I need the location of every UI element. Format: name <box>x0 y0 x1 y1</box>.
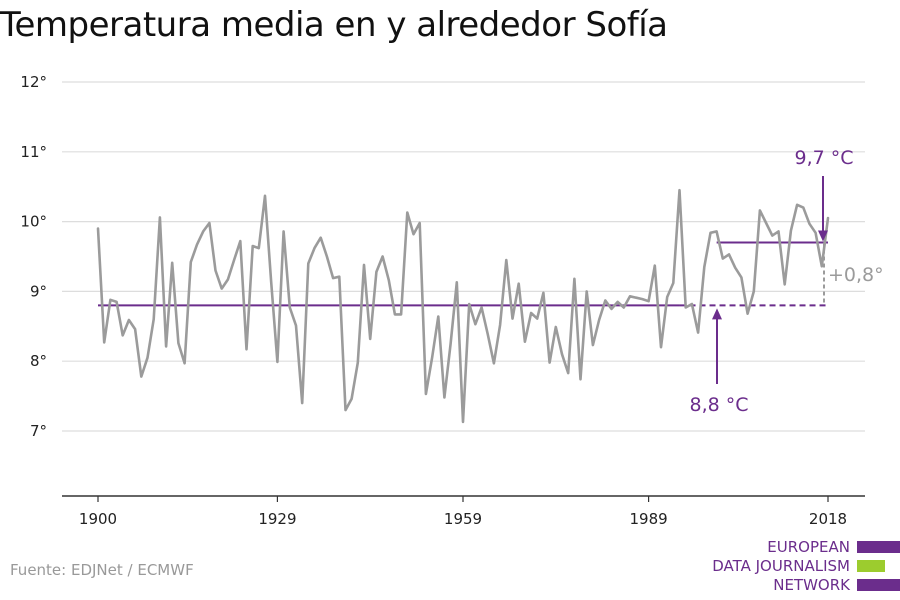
chart-title: Temperatura media en y alrededor Sofía <box>0 5 668 45</box>
edjnet-logo: EUROPEAN DATA JOURNALISM NETWORK <box>700 536 900 596</box>
logo-bar-purple-top <box>857 541 900 553</box>
x-tick-label: 1900 <box>79 510 117 528</box>
x-tick-label: 1929 <box>258 510 296 528</box>
y-tick-label: 7° <box>30 422 47 440</box>
logo-bar-purple-bottom <box>857 579 900 591</box>
y-tick-label: 10° <box>20 213 47 231</box>
logo-line-3: NETWORK <box>773 576 850 594</box>
recent-mean-arrowhead <box>818 230 828 242</box>
baseline-arrowhead <box>712 308 722 320</box>
source-note: Fuente: EDJNet / ECMWF <box>10 561 194 579</box>
y-tick-label: 11° <box>20 143 47 161</box>
logo-line-1: EUROPEAN <box>767 538 850 556</box>
x-tick-label: 1989 <box>629 510 667 528</box>
logo-bar-green <box>857 560 885 572</box>
difference-label: +0,8° <box>828 264 884 286</box>
y-tick-label: 8° <box>30 352 47 370</box>
x-tick-label: 2018 <box>809 510 847 528</box>
recent-mean-label: 9,7 °C <box>794 147 853 169</box>
y-tick-label: 12° <box>20 73 47 91</box>
y-tick-label: 9° <box>30 282 47 300</box>
logo-line-2: DATA JOURNALISM <box>712 557 850 575</box>
x-tick-label: 1959 <box>444 510 482 528</box>
temperature-series-line <box>96 188 830 424</box>
baseline-label: 8,8 °C <box>689 394 748 416</box>
